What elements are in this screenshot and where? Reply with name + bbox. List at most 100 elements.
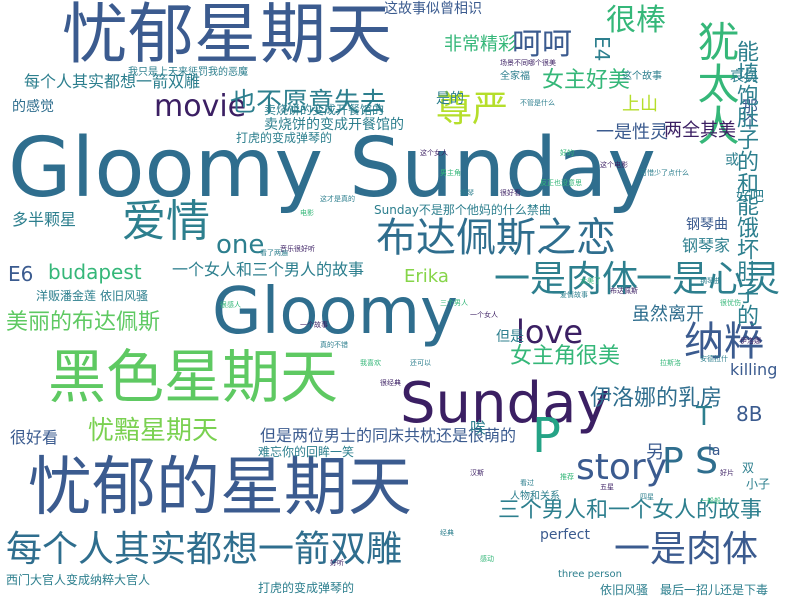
tiny-fragment: 不管是什么 <box>520 99 555 107</box>
w-yijiu-fengsao-b: 依旧风骚 <box>600 583 649 597</box>
w-gangqinqu: 钢琴曲 <box>686 217 728 233</box>
w-youyu-xingqitian: 忧郁星期天 <box>62 0 392 73</box>
tiny-fragment: 经典 <box>440 529 454 537</box>
w-killing: killing <box>730 360 778 379</box>
w-budapeisi-zhilian: 布达佩斯之恋 <box>376 215 616 261</box>
tiny-fragment: 很经典 <box>380 379 401 387</box>
tiny-fragment: 推荐 <box>560 473 574 481</box>
tiny-fragment: 钢琴曲 <box>700 277 721 285</box>
w-mei-chi-bao: 能填饱肚子的和能饿坏肚子的 <box>733 40 758 326</box>
tiny-fragment: 四星 <box>640 493 654 501</box>
w-three-person: three person <box>558 569 622 580</box>
tiny-fragment: 看了两遍 <box>260 249 288 257</box>
w-shishang: 上山 <box>622 94 658 115</box>
w-movie: movie <box>154 89 247 124</box>
w-nage: 那个 <box>739 98 758 130</box>
w-yishirouti-big: 一是肉体 <box>614 529 759 570</box>
w-e4: E4 <box>590 36 614 62</box>
tiny-fragment: 好听 <box>330 559 344 567</box>
w-yiluona: 伊洛娜的乳房 <box>590 386 723 411</box>
tiny-fragment: 一个故事 <box>300 321 328 329</box>
w-yebuyuan: 也不愿意失去 <box>230 88 387 118</box>
tiny-fragment: 拉斯洛 <box>660 359 681 367</box>
tiny-fragment: 很好看 <box>500 189 521 197</box>
w-henhaokan: 很好看 <box>10 428 59 447</box>
tiny-fragment: 反正也没意思 <box>540 179 582 187</box>
w-gangqinjia: 钢琴家 <box>682 236 731 255</box>
tiny-fragment: 很感人 <box>220 301 241 309</box>
w-nvzhu-haomei: 女主好美 <box>542 68 631 93</box>
w-8b: 8B <box>736 402 763 426</box>
tiny-fragment: 场景不同哪个很美 <box>500 59 556 67</box>
w-henbang: 很棒 <box>606 3 666 38</box>
w-t: T <box>696 402 712 432</box>
w-youtairen: 犹太人 <box>691 20 740 146</box>
w-meili-budapeisi: 美丽的布达佩斯 <box>6 310 161 335</box>
w-yige-nvren: 一个女人和三个男人的故事 <box>172 260 365 279</box>
w-youyu-de-xingqitian: 忧郁的星期天 <box>28 451 412 525</box>
w-haoba: 好吧 <box>736 189 764 205</box>
w-xiaojie: 小子 <box>746 477 771 491</box>
w-nanwang: 难忘你的回眸一笑 <box>258 445 355 459</box>
w-zhege-gushi: 这故事似曾相识 <box>384 1 482 17</box>
w-yijiu-fengsao: 依旧风骚 <box>100 289 149 303</box>
tiny-fragment: 安德拉什 <box>700 355 728 363</box>
w-yishixingling: 一是性灵 <box>596 122 668 143</box>
w-ps: P S <box>662 441 719 482</box>
tiny-fragment: 好片 <box>720 469 734 477</box>
w-gaishao: 卖烧饼的变成开餐馆的 <box>264 117 404 133</box>
w-yijiu-gushi: 这个故事 <box>622 71 662 82</box>
tiny-fragment: 这个电影 <box>600 161 628 169</box>
w-aiqing: 爱情 <box>122 196 210 247</box>
tiny-fragment: 可惜少了点什么 <box>640 169 689 177</box>
w-gaishao-2: 卖烧饼的变成开餐馆的 <box>264 103 385 117</box>
tiny-fragment: 伊洛娜 <box>740 337 761 345</box>
w-xim-menqing: 西门大官人变成纳粹大官人 <box>6 573 151 587</box>
tiny-fragment: 爱情故事 <box>560 291 588 299</box>
w-aishang: 哀伤 <box>730 69 758 85</box>
w-la: la <box>708 443 721 459</box>
w-erika: Erika <box>404 266 449 287</box>
w-daganjue: 的感觉 <box>12 99 54 115</box>
w-sunday: Sunday <box>400 371 610 436</box>
tiny-fragment: 这个女人 <box>420 149 448 157</box>
w-yangfan: 洋贩潘金莲 <box>36 289 97 303</box>
w-quanjia: 全家福 <box>500 71 530 82</box>
w-shide: 是的 <box>436 91 464 107</box>
w-duobanke: 多半颗星 <box>12 210 77 229</box>
w-meige-small: 每个人其实都想一箭双雕 <box>24 72 201 91</box>
tiny-fragment: 布达佩斯 <box>610 287 638 295</box>
w-zuihou: 最后一招儿还是下毒 <box>660 583 769 597</box>
w-zunyan: 尊严 <box>436 89 509 130</box>
tiny-fragment: 音乐很好听 <box>280 245 315 253</box>
w-liangquan: 两全其美 <box>664 120 736 141</box>
w-wo-zhi-yao: 我只是上天来惩罚我的恶魔 <box>128 67 248 78</box>
tiny-fragment: 钢琴 <box>460 189 474 197</box>
tiny-fragment: 五星 <box>600 483 614 491</box>
w-heise-xingqitian: 黑色星期天 <box>48 343 339 411</box>
w-ling: 另 <box>646 442 664 463</box>
tiny-fragment: 汉斯 <box>470 469 484 477</box>
tiny-fragment: 我喜欢 <box>360 359 381 367</box>
w-dahu: 打虎的变成弹琴的 <box>258 581 355 595</box>
w-perfect: perfect <box>540 527 590 543</box>
w-sange-nanren: 三个男人和一个女人的故事 <box>498 498 763 523</box>
w-suiran: 虽然离开 <box>632 304 704 325</box>
w-hehe: 呵呵 <box>512 27 572 62</box>
tiny-fragment: 三个男人 <box>440 299 468 307</box>
w-dahu-2: 打虎的变成弹琴的 <box>236 131 333 145</box>
w-nacui: 纳粹 <box>684 319 764 365</box>
w-gloomy-sunday: Gloomy Sunday <box>8 121 656 216</box>
tiny-fragment: 一般般 <box>700 497 721 505</box>
w-yishixinling: 一是心灵 <box>636 259 781 300</box>
tiny-fragment: 一个女人 <box>470 311 498 319</box>
tiny-fragment: 还可以 <box>410 359 431 367</box>
tiny-fragment: 真的不错 <box>320 341 348 349</box>
w-huo: 或 <box>723 152 739 166</box>
w-p: P <box>532 408 561 464</box>
w-danshi: 但是 <box>496 329 524 345</box>
w-ai: 唉 <box>470 418 487 437</box>
tiny-fragment: 感动 <box>480 555 494 563</box>
w-shuang: 双 <box>742 461 755 475</box>
